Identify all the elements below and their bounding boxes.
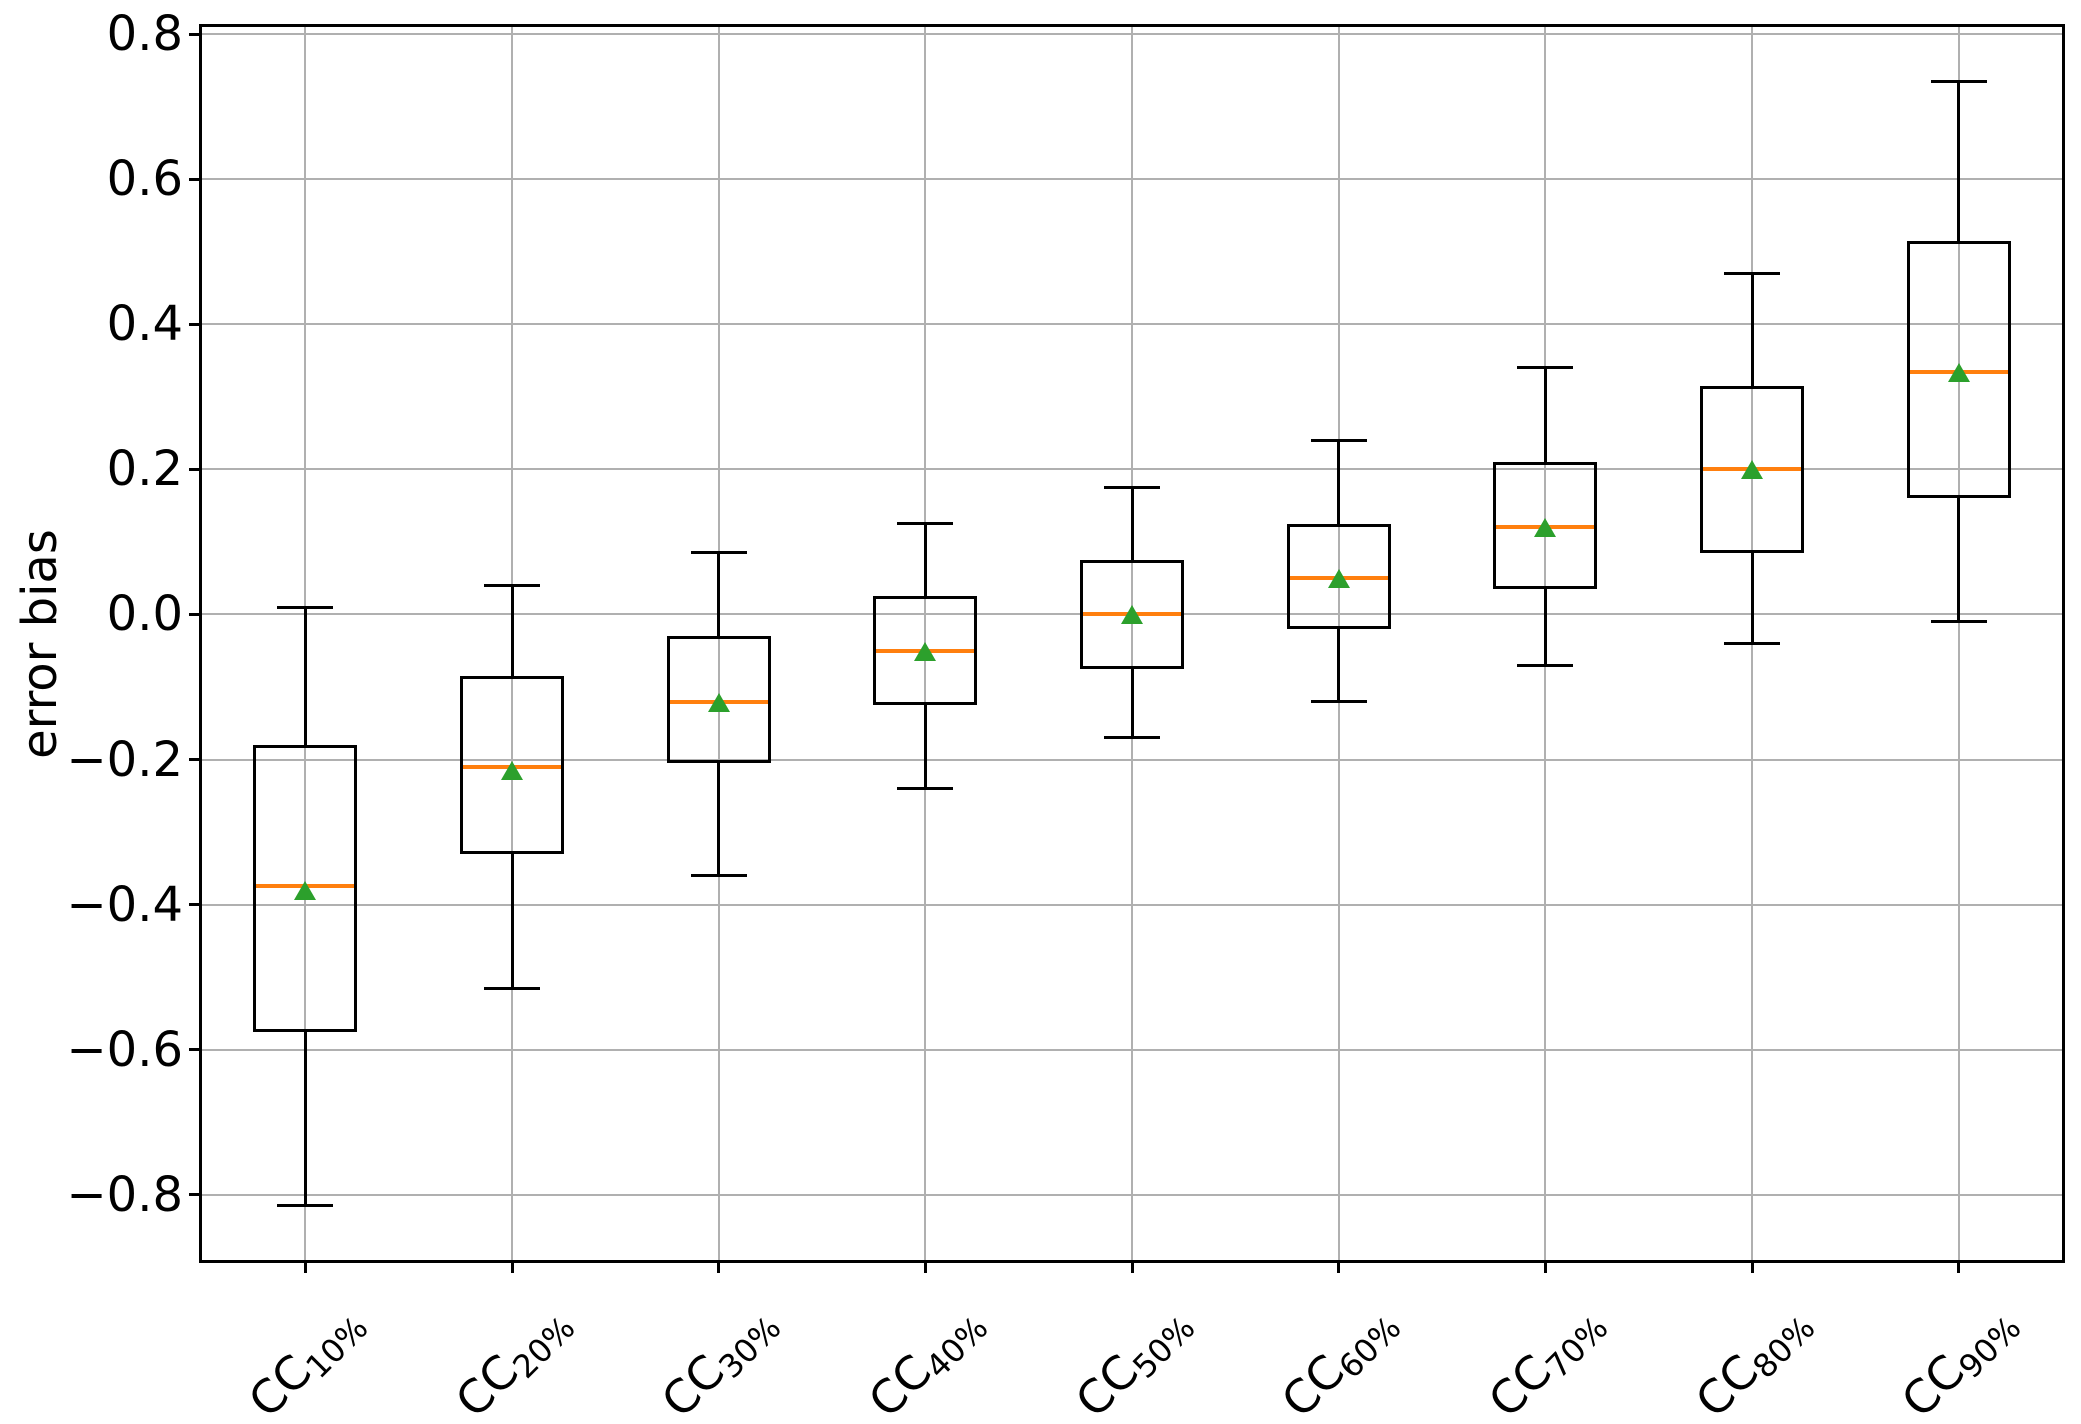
lower-whisker bbox=[303, 1031, 307, 1206]
y-tick-label: 0.0 bbox=[106, 586, 183, 643]
y-tick-label: −0.6 bbox=[66, 1021, 183, 1078]
upper-whisker bbox=[717, 552, 721, 637]
upper-whisker bbox=[1130, 487, 1134, 561]
upper-whisker bbox=[1543, 367, 1547, 463]
x-tick-label: CC90% bbox=[1891, 1295, 2034, 1424]
mean-marker bbox=[1327, 569, 1350, 589]
upper-whisker bbox=[923, 523, 927, 597]
y-tick-mark bbox=[189, 903, 202, 907]
x-tick-mark bbox=[1543, 1261, 1547, 1273]
y-tick-label: 0.2 bbox=[106, 441, 183, 498]
iqr-box bbox=[1286, 523, 1391, 629]
axes-spines bbox=[199, 24, 2065, 1263]
upper-whisker-cap bbox=[1310, 438, 1367, 442]
x-tick-label: CC30% bbox=[651, 1295, 794, 1424]
upper-whisker bbox=[1337, 440, 1341, 524]
lower-whisker-cap bbox=[484, 986, 540, 990]
iqr-box bbox=[253, 745, 358, 1032]
iqr-box bbox=[1906, 240, 2011, 499]
upper-whisker bbox=[303, 607, 307, 746]
y-tick-mark bbox=[189, 177, 202, 181]
x-tick-label: CC80% bbox=[1685, 1295, 1827, 1424]
iqr-box bbox=[1080, 560, 1184, 669]
y-tick-mark bbox=[189, 758, 202, 762]
x-tick-label: CC70% bbox=[1478, 1295, 1621, 1424]
x-tick-label: CC60% bbox=[1271, 1295, 1414, 1424]
x-tick-mark bbox=[1957, 1261, 1961, 1273]
x-tick-mark bbox=[1337, 1261, 1341, 1273]
x-tick-mark bbox=[1750, 1261, 1754, 1273]
mean-marker bbox=[1121, 605, 1143, 625]
x-gridline bbox=[717, 27, 720, 1260]
y-tick-mark bbox=[189, 1193, 202, 1197]
y-tick-label: 0.8 bbox=[106, 6, 183, 63]
y-tick-label: −0.2 bbox=[66, 731, 183, 788]
lower-whisker bbox=[1750, 552, 1754, 644]
x-tick-label: CC10% bbox=[238, 1295, 381, 1424]
y-tick-mark bbox=[189, 1048, 202, 1052]
lower-whisker-cap bbox=[1517, 663, 1574, 667]
mean-marker bbox=[294, 881, 317, 901]
y-tick-mark bbox=[189, 467, 202, 471]
y-tick-mark bbox=[189, 612, 202, 616]
upper-whisker-cap bbox=[1104, 486, 1160, 490]
lower-whisker-cap bbox=[897, 787, 954, 791]
mean-marker bbox=[1741, 460, 1763, 480]
mean-marker bbox=[501, 761, 523, 781]
mean-marker bbox=[1534, 518, 1557, 538]
mean-marker bbox=[1947, 362, 1970, 382]
upper-whisker bbox=[1750, 273, 1754, 386]
lower-whisker-cap bbox=[1104, 736, 1160, 740]
lower-whisker-cap bbox=[1930, 620, 1987, 624]
y-tick-label: 0.6 bbox=[106, 151, 183, 208]
iqr-box bbox=[873, 596, 978, 706]
lower-whisker bbox=[1337, 628, 1341, 702]
lower-whisker-cap bbox=[1310, 700, 1367, 704]
mean-marker bbox=[707, 692, 730, 712]
lower-whisker-cap bbox=[690, 874, 747, 878]
x-tick-mark bbox=[1130, 1261, 1134, 1273]
upper-whisker-cap bbox=[1930, 79, 1987, 83]
upper-whisker bbox=[510, 585, 514, 677]
iqr-box bbox=[1493, 462, 1598, 590]
x-tick-mark bbox=[717, 1261, 721, 1273]
upper-whisker-cap bbox=[1517, 366, 1574, 370]
x-gridline bbox=[1957, 27, 1960, 1260]
upper-whisker-cap bbox=[897, 522, 954, 526]
x-tick-mark bbox=[303, 1261, 307, 1273]
iqr-box bbox=[1700, 386, 1804, 553]
y-tick-label: 0.4 bbox=[106, 296, 183, 353]
x-tick-label: CC20% bbox=[445, 1295, 587, 1424]
lower-whisker-cap bbox=[1724, 642, 1780, 645]
lower-whisker bbox=[1543, 589, 1547, 666]
y-tick-label: −0.4 bbox=[66, 876, 183, 933]
upper-whisker-cap bbox=[1724, 272, 1780, 276]
x-tick-label: CC50% bbox=[1065, 1295, 1207, 1424]
lower-whisker-cap bbox=[277, 1204, 334, 1208]
x-tick-mark bbox=[510, 1261, 514, 1273]
x-gridline bbox=[1131, 27, 1133, 1260]
lower-whisker bbox=[923, 705, 927, 789]
iqr-box bbox=[666, 636, 771, 764]
y-axis-label: error bias bbox=[12, 528, 68, 759]
y-tick-mark bbox=[189, 32, 202, 36]
upper-whisker-cap bbox=[484, 583, 540, 587]
lower-whisker bbox=[1957, 498, 1961, 622]
lower-whisker bbox=[510, 853, 514, 988]
y-tick-mark bbox=[189, 322, 202, 326]
upper-whisker-cap bbox=[690, 551, 747, 555]
upper-whisker-cap bbox=[277, 605, 334, 609]
x-tick-mark bbox=[923, 1261, 927, 1273]
lower-whisker bbox=[1130, 668, 1134, 738]
x-tick-label: CC40% bbox=[858, 1295, 1001, 1424]
y-tick-label: −0.8 bbox=[66, 1166, 183, 1223]
mean-marker bbox=[914, 641, 937, 661]
upper-whisker bbox=[1957, 81, 1961, 241]
iqr-box bbox=[460, 676, 564, 854]
lower-whisker bbox=[717, 763, 721, 876]
